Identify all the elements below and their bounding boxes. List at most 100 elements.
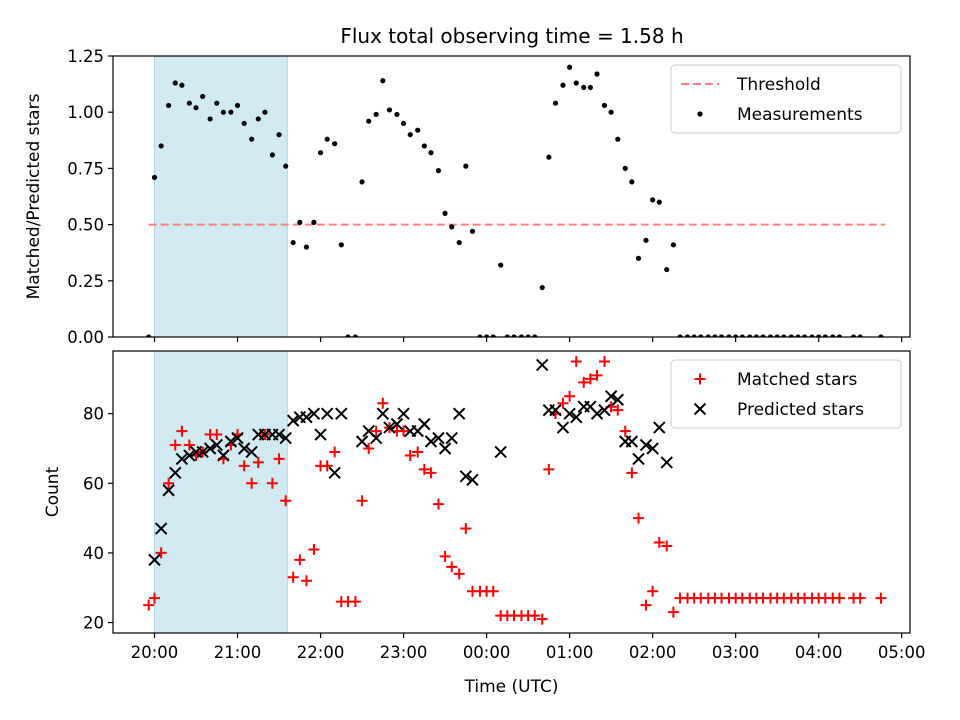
data-point <box>643 237 649 243</box>
data-point <box>321 460 333 472</box>
x-axis-label: Time (UTC) <box>464 677 559 697</box>
data-point <box>518 334 525 337</box>
data-point <box>169 439 181 451</box>
data-point <box>635 255 642 261</box>
data-point <box>203 442 217 455</box>
data-point <box>300 575 312 587</box>
plot-area <box>143 355 887 625</box>
data-point <box>570 355 582 367</box>
data-point <box>539 284 545 291</box>
data-point <box>166 102 172 109</box>
data-point <box>587 84 593 91</box>
data-point <box>294 554 306 566</box>
data-point <box>303 244 310 250</box>
legend-label: Threshold <box>736 75 821 95</box>
data-point <box>788 334 794 337</box>
data-point <box>377 397 389 409</box>
data-point <box>352 334 359 337</box>
data-point <box>774 334 780 337</box>
data-point <box>795 334 801 337</box>
data-point <box>733 334 739 337</box>
data-point <box>224 435 238 448</box>
data-point <box>220 109 227 115</box>
data-point <box>249 136 255 142</box>
data-point <box>656 199 662 205</box>
data-point <box>329 446 341 458</box>
x-tick-label: 05:00 <box>878 643 926 662</box>
data-point <box>252 456 264 468</box>
data-point <box>308 543 320 555</box>
data-point <box>477 334 483 337</box>
data-point <box>335 407 348 420</box>
data-point <box>622 165 628 171</box>
data-point <box>532 334 538 337</box>
data-point <box>149 592 161 604</box>
data-point <box>283 163 289 169</box>
data-point <box>816 334 822 337</box>
data-point <box>307 407 321 420</box>
bottom-panel: 20 40 60 80 20:00 21:00 22:00 23:00 00:00 01:00 02… <box>43 350 926 697</box>
data-point <box>653 536 665 548</box>
legend-label: Measurements <box>737 105 863 125</box>
data-point <box>536 358 549 372</box>
data-point <box>148 553 161 567</box>
data-point <box>272 428 286 441</box>
x-tick-label: 21:00 <box>214 643 262 662</box>
y-axis-label: Matched/Predicted stars <box>24 93 44 299</box>
data-point <box>483 334 490 337</box>
data-point <box>552 100 559 106</box>
x-tick-label: 01:00 <box>546 643 594 662</box>
data-point <box>369 431 383 445</box>
data-point <box>273 453 285 465</box>
data-point <box>390 417 404 431</box>
data-point <box>241 120 247 127</box>
data-point <box>563 407 576 420</box>
data-point <box>670 242 676 248</box>
data-point <box>155 547 167 559</box>
data-point <box>363 442 375 454</box>
data-point <box>612 404 624 416</box>
data-point <box>317 150 324 156</box>
data-point <box>169 466 182 480</box>
chart-title: Flux total observing time = 1.58 h <box>340 24 683 48</box>
data-point <box>196 445 209 459</box>
data-point <box>633 512 645 524</box>
data-point <box>601 102 608 109</box>
legend: Threshold Measurements <box>670 64 902 134</box>
legend-marker <box>697 111 703 117</box>
data-point <box>355 435 369 448</box>
x-tick-label: 22:00 <box>297 643 345 662</box>
legend-label: Predicted stars <box>737 400 864 420</box>
data-point <box>290 239 296 246</box>
data-point <box>809 334 815 337</box>
observing-window-shade <box>154 350 288 634</box>
data-point <box>836 334 843 337</box>
data-point <box>404 449 416 461</box>
data-point <box>238 460 250 472</box>
axes-frame <box>112 350 911 634</box>
data-point <box>459 470 473 483</box>
data-point <box>324 136 330 142</box>
data-point <box>280 495 292 507</box>
data-point <box>529 610 541 622</box>
data-point <box>626 467 638 479</box>
data-point <box>210 438 223 452</box>
data-point <box>207 116 213 122</box>
data-point <box>228 109 234 115</box>
data-point <box>415 127 421 133</box>
data-point <box>163 477 175 489</box>
data-point <box>549 403 562 417</box>
data-point <box>647 585 659 597</box>
data-point <box>214 100 220 106</box>
data-point <box>667 606 679 618</box>
data-point <box>376 407 390 420</box>
x-tick-label: 02:00 <box>629 643 677 662</box>
data-point <box>412 446 424 458</box>
data-point <box>366 118 372 124</box>
y-tick-label: 0.50 <box>67 216 104 235</box>
data-point <box>383 421 396 434</box>
data-point <box>850 334 857 337</box>
data-point <box>653 421 666 434</box>
data-point <box>705 334 711 337</box>
data-point <box>504 334 510 337</box>
